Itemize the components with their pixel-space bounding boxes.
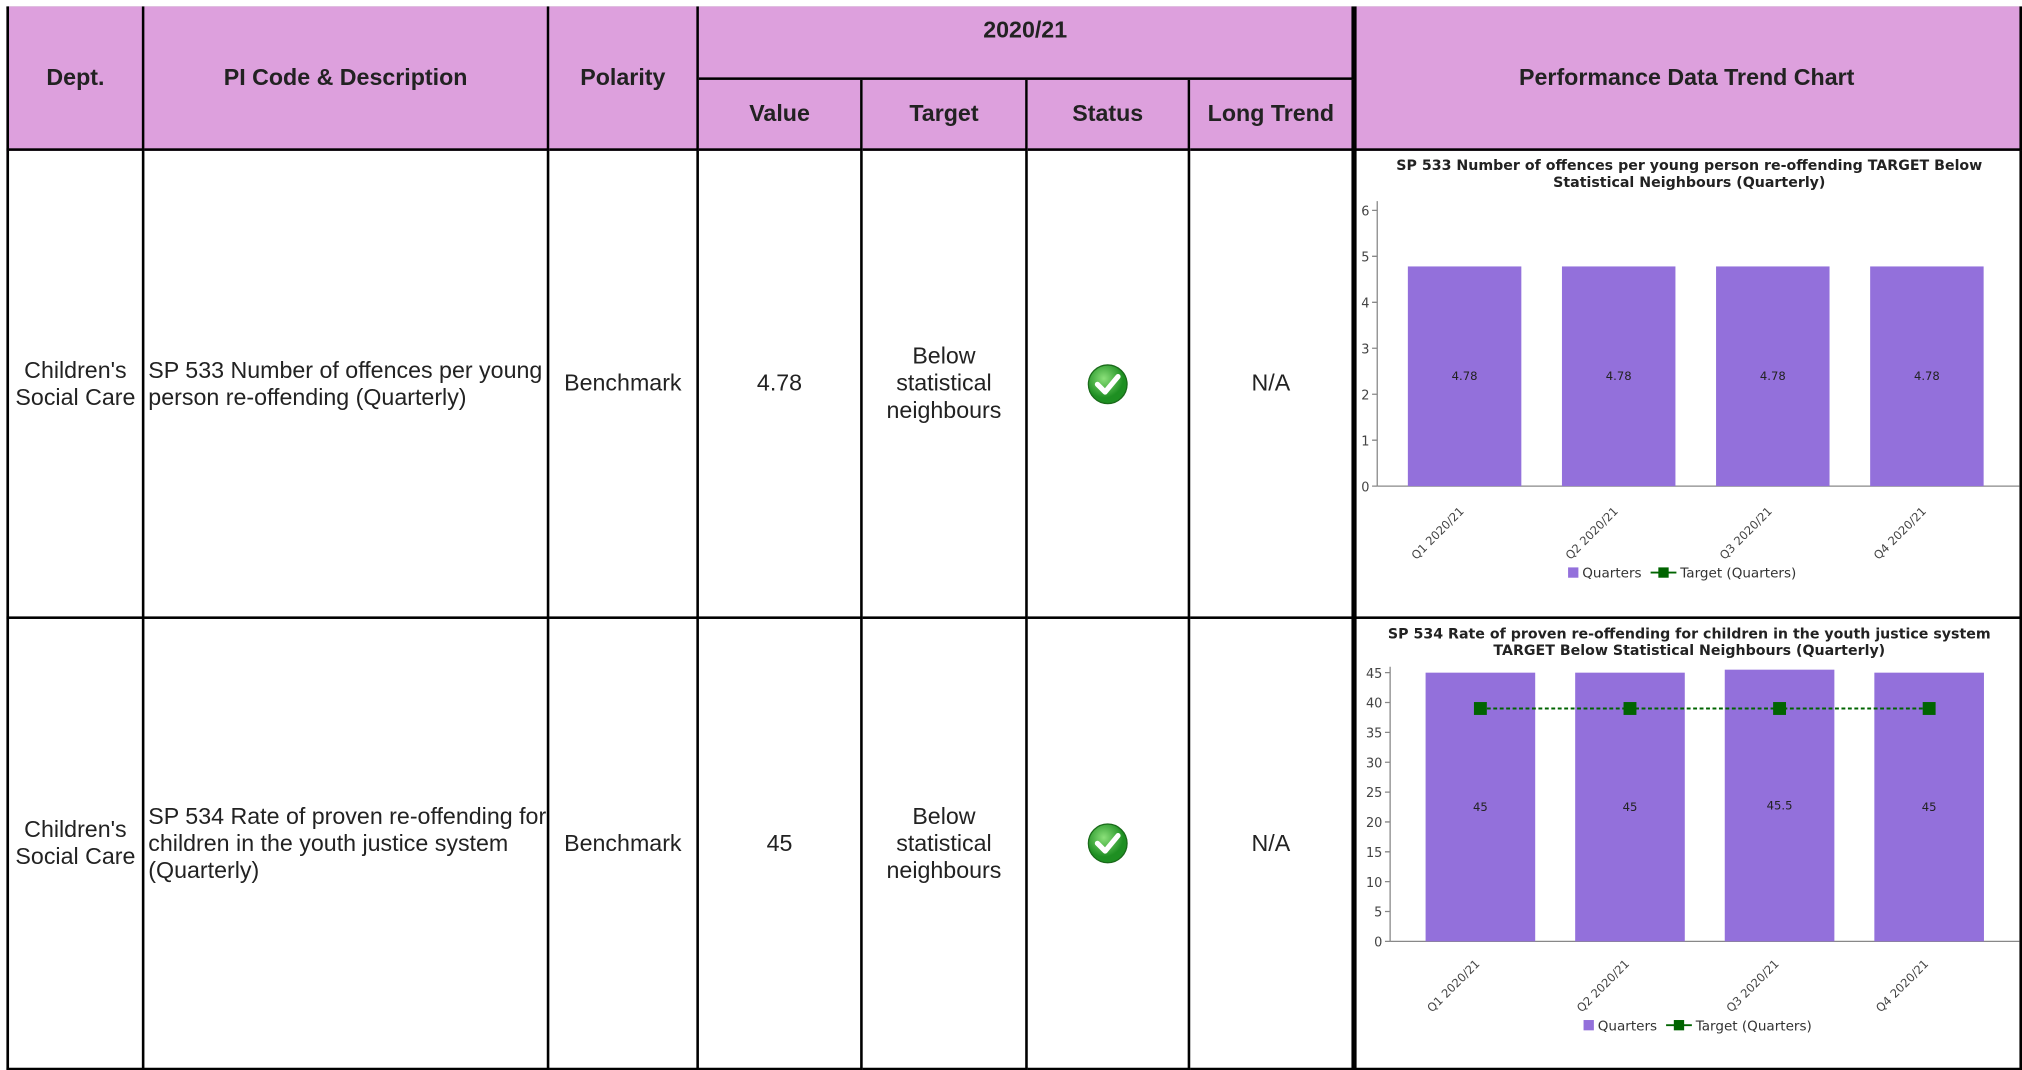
data-label: 45 (1623, 800, 1638, 814)
bar (1575, 672, 1685, 942)
polarity-cell: Benchmark (549, 150, 699, 619)
pi-cell: SP 533 Number of offences per young pers… (144, 150, 550, 619)
x-tick-label: Q3 2020/21 (1723, 957, 1781, 1015)
status-icon (1087, 363, 1128, 404)
bar (1716, 266, 1830, 487)
target-marker (1473, 702, 1487, 715)
y-tick-label: 25 (1366, 786, 1382, 801)
legend-label: Target (Quarters) (1695, 1018, 1812, 1034)
status-cell (1027, 618, 1191, 1070)
chart-title: SP 534 Rate of proven re-offending for c… (1387, 625, 1991, 659)
y-tick-label: 45 (1366, 667, 1382, 682)
y-tick-label: 5 (1361, 250, 1369, 265)
data-label: 45 (1922, 800, 1937, 814)
y-tick-label: 6 (1361, 205, 1369, 220)
header-period: 2020/21 (698, 6, 1355, 80)
bar (1874, 672, 1984, 942)
y-tick-label: 30 (1366, 756, 1382, 771)
legend-label: Quarters (1582, 566, 1641, 582)
header-polarity: Polarity (549, 6, 699, 151)
chart-cell: SP 533 Number of offences per young pers… (1354, 150, 2022, 619)
bar (1407, 266, 1522, 487)
x-tick-label: Q4 2020/21 (1871, 504, 1929, 562)
header-pi: PI Code & Description (144, 6, 550, 151)
header-chart: Performance Data Trend Chart (1354, 6, 2022, 151)
data-label: 45.5 (1767, 798, 1793, 812)
bar (1425, 672, 1536, 942)
legend-marker (1658, 567, 1669, 578)
header-target: Target (862, 79, 1028, 151)
polarity-cell: Benchmark (549, 618, 699, 1070)
y-tick-label: 1 (1361, 434, 1369, 449)
x-tick-label: Q1 2020/21 (1424, 957, 1482, 1015)
dept-cell: Children's Social Care (6, 150, 145, 619)
target-cell: Below statistical neighbours (862, 618, 1028, 1070)
header-status: Status (1027, 79, 1191, 151)
x-tick-label: Q4 2020/21 (1873, 957, 1931, 1015)
legend-swatch (1583, 1020, 1594, 1031)
legend-label: Quarters (1598, 1018, 1657, 1034)
x-tick-label: Q2 2020/21 (1574, 957, 1632, 1015)
y-tick-label: 2 (1361, 388, 1369, 403)
data-label: 4.78 (1452, 369, 1478, 383)
data-label: 4.78 (1760, 369, 1786, 383)
header-value: Value (698, 79, 863, 151)
y-tick-label: 5 (1374, 906, 1382, 921)
x-tick-label: Q2 2020/21 (1563, 504, 1621, 562)
target-cell: Below statistical neighbours (862, 150, 1028, 619)
chart-title: SP 533 Number of offences per young pers… (1396, 157, 1983, 191)
chart-cell: SP 534 Rate of proven re-offending for c… (1354, 618, 2022, 1070)
y-tick-label: 4 (1361, 296, 1369, 311)
data-label: 4.78 (1606, 369, 1632, 383)
legend-swatch (1568, 567, 1579, 578)
y-tick-label: 10 (1366, 876, 1382, 891)
status-icon (1087, 823, 1128, 864)
y-tick-label: 3 (1361, 342, 1369, 357)
dept-cell: Children's Social Care (6, 618, 145, 1070)
y-tick-label: 20 (1366, 816, 1382, 831)
chart: 0 1 2 3 4 5 6 4.78 4.78 4.78 4.78 Q1 2020/21 Q2 2020… (1361, 201, 2020, 582)
y-tick-label: 0 (1361, 480, 1369, 495)
divider (1354, 6, 1357, 1070)
pi-cell: SP 534 Rate of proven re-offending for c… (144, 618, 550, 1070)
value-cell: 45 (698, 618, 863, 1070)
bar (1724, 669, 1835, 942)
header-dept: Dept. (6, 6, 145, 151)
legend-label: Target (Quarters) (1679, 566, 1796, 582)
y-tick-label: 35 (1366, 727, 1382, 742)
legend-marker (1673, 1020, 1685, 1031)
x-tick-label: Q3 2020/21 (1717, 504, 1775, 562)
chart: 0 5 10 15 20 25 30 35 40 45 45 45 45.5 45 Q1 2020/21 Q2… (1366, 666, 2020, 1034)
target-marker (1922, 702, 1936, 715)
header-long-trend: Long Trend (1190, 79, 1355, 151)
long-trend-cell: N/A (1190, 150, 1355, 619)
status-cell (1027, 150, 1191, 619)
value-cell: 4.78 (698, 150, 863, 619)
y-tick-label: 0 (1374, 936, 1382, 951)
target-marker (1773, 702, 1787, 715)
y-tick-label: 15 (1366, 846, 1382, 861)
long-trend-cell: N/A (1190, 618, 1355, 1070)
data-label: 4.78 (1914, 369, 1940, 383)
bar (1870, 266, 1984, 487)
bar (1561, 266, 1676, 487)
y-tick-label: 40 (1366, 697, 1382, 712)
target-marker (1623, 702, 1637, 715)
x-tick-label: Q1 2020/21 (1408, 504, 1466, 562)
data-label: 45 (1473, 800, 1488, 814)
